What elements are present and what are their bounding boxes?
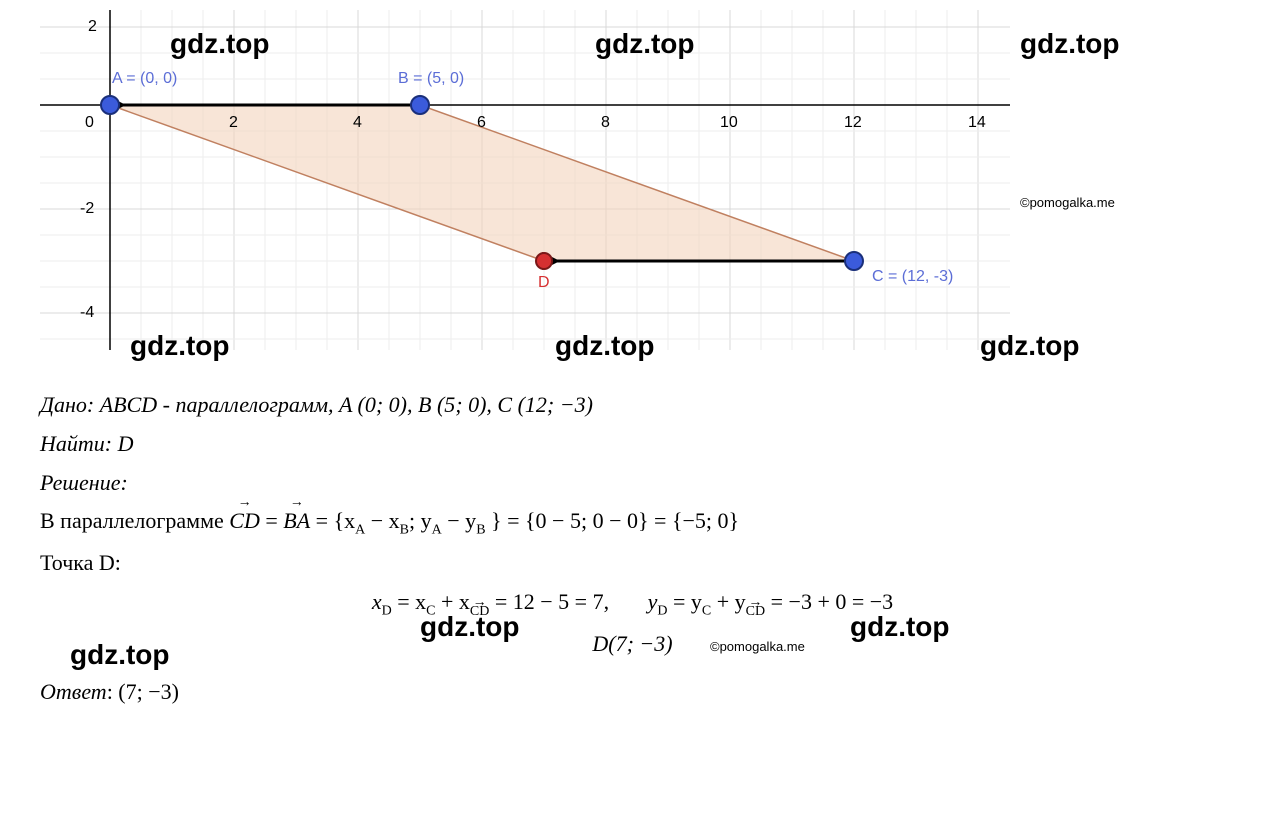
xtick-2: 2 [229,114,238,132]
watermark-6: gdz.top [980,330,1080,362]
point-c [845,252,863,270]
solution-label: Решение: [40,468,1255,499]
watermark-9: gdz.top [70,639,170,671]
point-d [536,253,552,269]
point-b [411,96,429,114]
find-body: : D [105,431,134,456]
line1-pre: В параллелограмме [40,508,229,533]
vec-ba: →BA [283,506,310,537]
xtick-10: 10 [720,114,738,132]
solution-line-1: В параллелограмме →CD = →BA = {xA − xB; … [40,506,1255,540]
watermark-8: gdz.top [850,611,950,643]
point-d-label: Точка D: [40,550,121,575]
given-body: : ABCD - параллелограмм, A (0; 0), B (5;… [87,392,593,417]
xtick-4: 4 [353,114,362,132]
xtick-0: 0 [85,114,94,132]
label-a: A = (0, 0) [112,70,177,88]
copyright-2: ©pomogalka.me [710,639,805,654]
watermark-2: gdz.top [595,28,695,60]
find-label: Найти [40,431,105,456]
answer-label: Ответ [40,679,107,704]
label-d: D [538,274,550,292]
chart-svg [40,10,1010,370]
point-d-line: Точка D: [40,548,1255,579]
vec-cd: →CD [229,506,260,537]
watermark-7: gdz.top [420,611,520,643]
given-line: Дано: ABCD - параллелограмм, A (0; 0), B… [40,390,1255,421]
xtick-8: 8 [601,114,610,132]
given-label: Дано [40,392,87,417]
equation-line: xD = xC + x→CD = 12 − 5 = 7, yD = yC + y… [10,587,1255,621]
ytick-neg2: -2 [80,200,94,218]
answer-body: : (7; −3) [107,679,179,704]
watermark-3: gdz.top [1020,28,1120,60]
label-b: B = (5, 0) [398,70,464,88]
xtick-6: 6 [477,114,486,132]
ytick-neg4: -4 [80,304,94,322]
watermark-1: gdz.top [170,28,270,60]
copyright-1: ©pomogalka.me [1020,195,1115,210]
d-result: D(7; −3) [592,631,672,657]
eq1: = [265,508,283,533]
point-a [101,96,119,114]
answer-line: Ответ: (7; −3) [40,677,1255,708]
xtick-14: 14 [968,114,986,132]
coordinate-chart: 2 0 2 4 6 8 10 12 14 -2 -4 A = (0, 0) B … [40,10,1010,370]
label-c: C = (12, -3) [872,268,953,286]
ytick-2: 2 [88,18,97,36]
find-line: Найти: D [40,429,1255,460]
watermark-4: gdz.top [130,330,230,362]
watermark-5: gdz.top [555,330,655,362]
xtick-12: 12 [844,114,862,132]
l1p: = {x [316,508,355,533]
